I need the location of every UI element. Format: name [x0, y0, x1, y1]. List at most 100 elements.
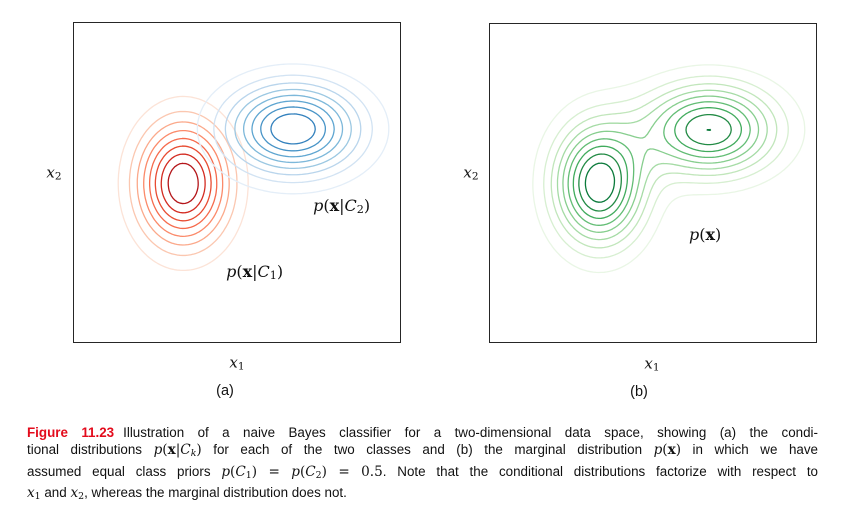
caption-line: tional distributions p(x|Ck) for each of… [27, 441, 818, 462]
caption-line: assumed equal class priors p(C1) = p(C2)… [27, 463, 818, 484]
text-segment: ( [236, 261, 243, 281]
text-segment: p [291, 463, 300, 480]
text-segment: ( [323, 196, 330, 216]
contour-line [270, 113, 316, 145]
panel-b-y-axis-label: x2 [463, 163, 478, 182]
contour-line [128, 110, 238, 257]
text-segment: x [167, 442, 176, 459]
text-segment: 2 [471, 170, 479, 183]
text-segment: Figure 11.23 [27, 425, 115, 440]
contour-line [550, 83, 778, 249]
text-segment: 1 [237, 360, 245, 373]
text-segment: x [463, 163, 472, 182]
text-segment: x [667, 442, 676, 459]
text-segment: ) [251, 463, 258, 480]
text-segment: C [257, 261, 270, 281]
text-segment: = [257, 463, 292, 480]
text-segment: in which we have [681, 442, 819, 458]
contour-line [556, 89, 768, 241]
label-p-x-given-c2: p(x|C2) [313, 196, 370, 216]
panel-a-plot-area: p(x|C1) p(x|C2) [73, 22, 401, 343]
text-segment: . Note that the conditional distribution… [382, 463, 818, 479]
text-segment: Illustration of a naive Bayes classifier… [123, 425, 818, 440]
text-segment: 1 [269, 269, 277, 283]
text-segment: 2 [356, 203, 364, 217]
text-segment: C [305, 463, 316, 480]
text-segment: x [27, 485, 35, 502]
text-segment: ( [299, 463, 306, 480]
panel-b-tag: (b) [630, 384, 648, 400]
text-segment: , whereas the marginal distribution does… [84, 485, 347, 501]
text-segment: p [313, 196, 324, 216]
text-segment: ( [699, 225, 706, 245]
text-segment: x [705, 225, 716, 245]
text-segment: x [229, 353, 238, 372]
figure-caption: Figure 11.23 Illustration of a naive Baye… [27, 424, 818, 505]
contour-line [143, 129, 224, 238]
contour-line [572, 107, 743, 220]
panel-b-plot-area: p(x) [489, 23, 817, 343]
text-segment: x [46, 163, 55, 182]
panel-b-contour-plot [532, 64, 806, 274]
text-segment: ( [230, 463, 236, 480]
caption-line: Figure 11.23 Illustration of a naive Baye… [27, 424, 818, 441]
text-segment: | [339, 196, 345, 216]
text-segment: p [221, 463, 231, 480]
contour-line [196, 63, 390, 195]
text-segment: 1 [34, 491, 41, 503]
text-segment: 1 [245, 469, 252, 481]
text-segment: ) [715, 225, 722, 245]
text-segment: assumed equal class priors [27, 463, 222, 479]
text-segment: x [329, 196, 340, 216]
text-segment: tional distributions [27, 442, 154, 458]
panel-a-contour-plot [117, 63, 390, 272]
label-p-x-given-c1: p(x|C1) [226, 262, 283, 282]
text-segment: | [175, 442, 181, 459]
caption-line: x1 and x2, whereas the marginal distribu… [27, 484, 818, 505]
contour-line [213, 74, 373, 184]
text-segment: 2 [78, 491, 85, 503]
text-segment: x [70, 485, 79, 502]
contour-line [160, 153, 206, 214]
text-segment: 2 [315, 469, 322, 481]
contour-line [567, 101, 751, 226]
text-segment: 1 [652, 361, 660, 374]
contour-line [224, 82, 362, 176]
contour-line [578, 113, 732, 212]
text-segment: 2 [54, 170, 62, 183]
text-segment: ) [675, 442, 682, 459]
contour-line [117, 95, 249, 272]
contour-line [167, 162, 199, 205]
contour-line [562, 95, 760, 233]
contour-line [251, 100, 335, 158]
text-segment: p [153, 442, 163, 459]
text-segment: C [180, 442, 191, 459]
text-segment: ) [321, 463, 327, 480]
contour-line [148, 137, 218, 230]
text-segment: k [190, 448, 197, 460]
text-segment: ( [162, 442, 168, 459]
contour-line [242, 94, 344, 164]
contour-line [260, 106, 327, 152]
contour-line [532, 64, 806, 274]
text-segment: ) [196, 442, 202, 459]
contour-line [154, 145, 212, 222]
text-segment: | [252, 261, 258, 281]
panel-a-tag: (a) [216, 383, 234, 399]
text-segment: for each of the two classes and (b) the … [201, 442, 654, 458]
text-segment: p [689, 225, 700, 245]
text-segment: p [226, 261, 237, 281]
panel-a-y-axis-label: x2 [46, 163, 61, 182]
panel-b-x-axis-label: x1 [644, 354, 659, 373]
text-segment: ) [276, 261, 284, 281]
text-segment: C [235, 463, 246, 480]
text-segment: p [653, 442, 663, 459]
text-segment: ) [363, 196, 371, 216]
contour-line [543, 75, 789, 259]
text-segment: = 0.5 [326, 463, 383, 480]
text-segment: x [644, 354, 653, 373]
text-segment: C [344, 196, 357, 216]
text-segment: x [242, 261, 253, 281]
label-p-x-marginal: p(x) [689, 225, 721, 245]
